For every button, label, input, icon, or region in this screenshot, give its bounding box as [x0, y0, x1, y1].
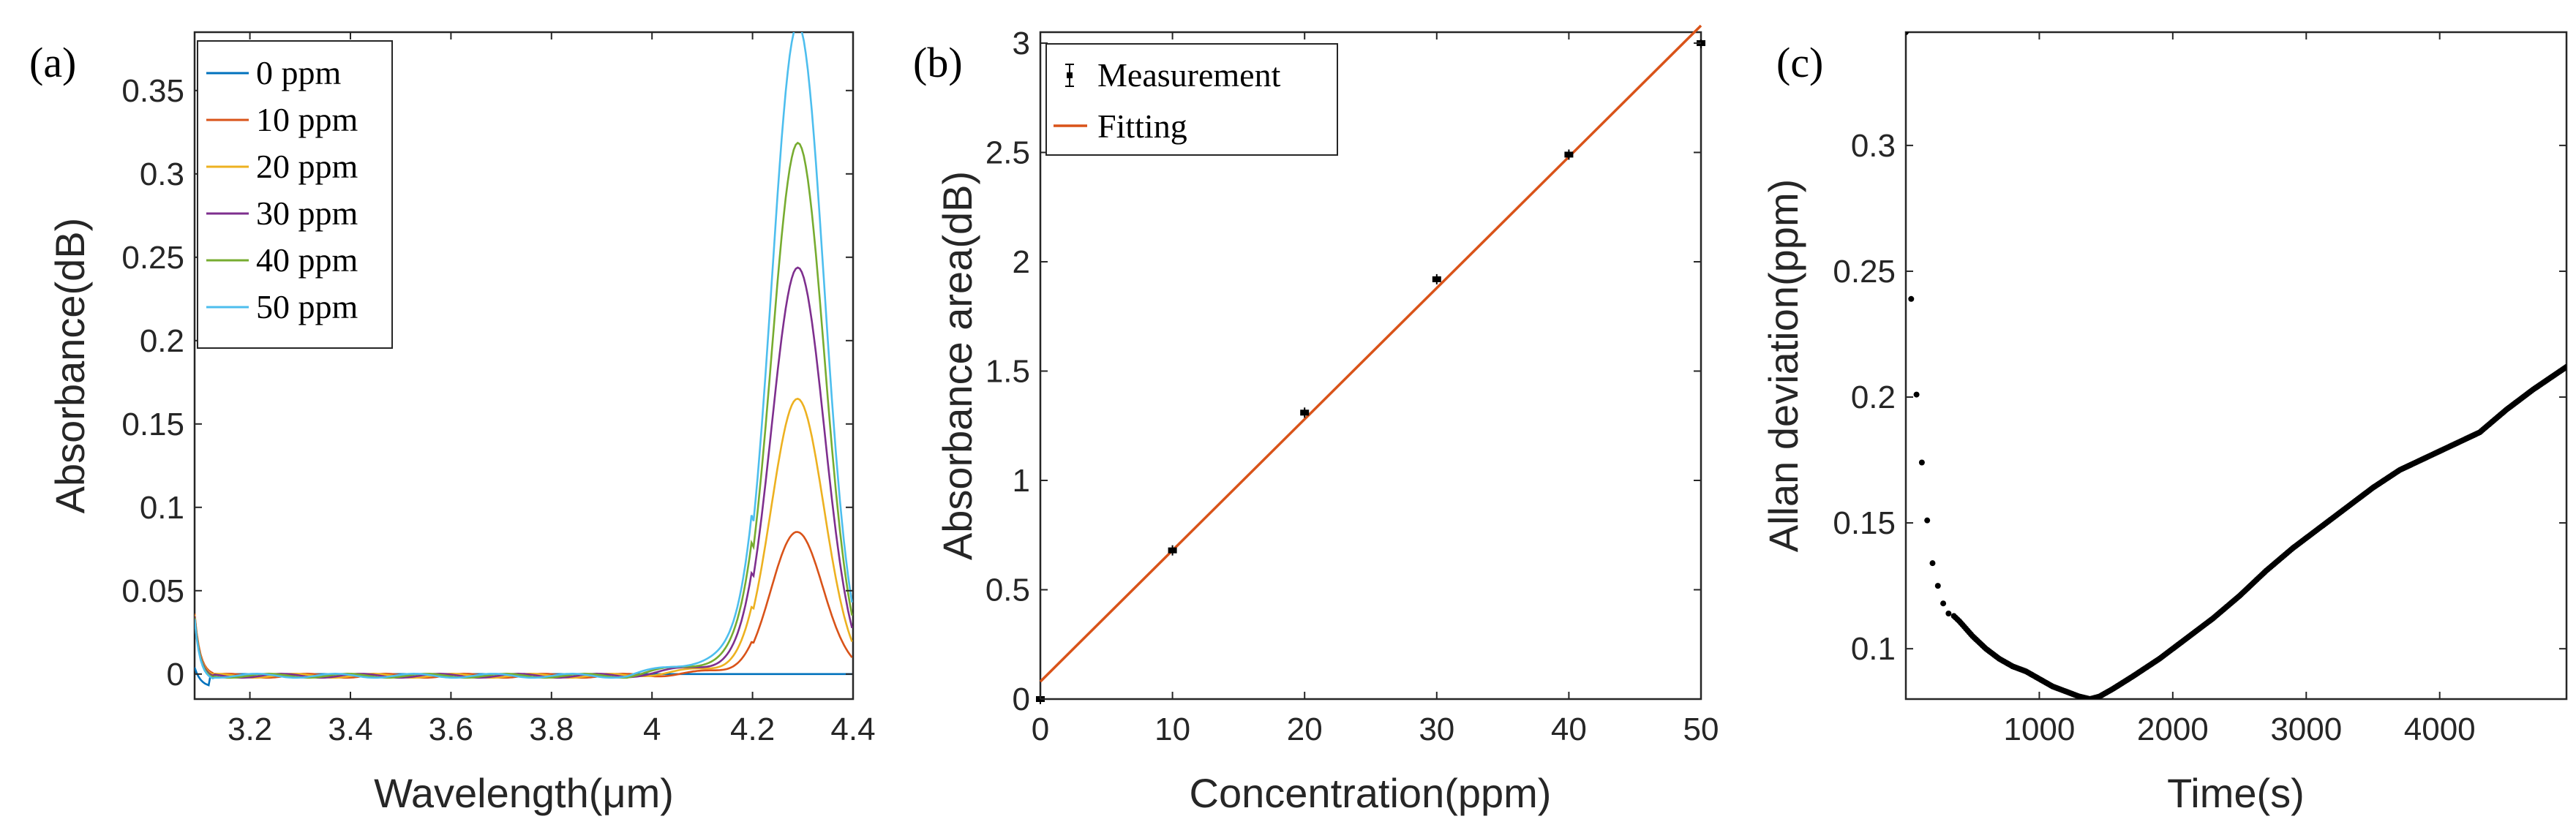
panel-b: (b) 0 10 20 30 40 50 0 0.5 1 1.5 2 2.5 3 Concentrat…: [913, 24, 1719, 816]
allan-point: [1929, 560, 1936, 567]
legend-entry: 50 ppm: [256, 288, 358, 325]
legend-entry: 10 ppm: [256, 101, 358, 138]
plot-c-xlabel: Time(s): [2167, 770, 2305, 816]
plot-a-legend: 0 ppm 10 ppm 20 ppm 30 ppm 40 ppm 50 ppm: [197, 40, 393, 349]
panel-a-label: (a): [29, 39, 76, 86]
plot-c-marks: [1906, 32, 2566, 699]
panel-a: (a) 3.2 3.4 3.6 3.8 4 4.2 4.4 00.050.10.150.20…: [29, 31, 876, 816]
x-tick-label: 3000: [2270, 711, 2342, 747]
y-tick-label: 0.2: [140, 323, 184, 359]
measurement-point: [1564, 151, 1574, 158]
allan-point: [1924, 517, 1931, 524]
legend-entry: 40 ppm: [256, 241, 358, 279]
y-tick-label: 2.5: [985, 135, 1030, 170]
x-tick-label: 50: [1683, 711, 1719, 747]
plot-b-yticks: 0 0.5 1 1.5 2 2.5 3: [985, 26, 1701, 717]
y-tick-label: 0: [167, 657, 184, 692]
y-tick-label: 0.25: [1833, 254, 1896, 290]
plot-c-ylabel: Allan deviation(ppm): [1760, 179, 1806, 552]
allan-point: [1913, 391, 1920, 398]
plot-a-xlabel: Wavelength(μm): [374, 770, 674, 816]
y-tick-label: 1.5: [985, 353, 1030, 389]
x-tick-label: 40: [1551, 711, 1587, 747]
x-tick-label: 3.8: [529, 711, 574, 747]
legend-entry: 0 ppm: [256, 54, 342, 91]
allan-point: [1945, 610, 1952, 616]
plot-b-legend-box: [1045, 43, 1338, 156]
panel-c: (c) 1000 2000 3000 4000 0.1 0.15 0.2 0.25 0.3 T…: [1760, 31, 2568, 816]
measurement-point: [1168, 547, 1177, 554]
y-tick-label: 0.5: [985, 572, 1030, 608]
x-tick-label: 20: [1287, 711, 1323, 747]
y-tick-label: 0.15: [121, 407, 184, 442]
y-tick-label: 0.35: [121, 73, 184, 109]
plot-c-yticks: 0.1 0.15 0.2 0.25 0.3: [1833, 128, 2566, 667]
plot-a-xticks: 3.2 3.4 3.6 3.8 4 4.2 4.4: [228, 32, 876, 747]
panel-b-label: (b): [913, 39, 963, 86]
series-line-50-ppm: [195, 32, 853, 679]
allan-point: [1934, 583, 1941, 589]
panel-c-label: (c): [1776, 39, 1823, 86]
x-tick-label: 1000: [2003, 711, 2075, 747]
plot-a-yticks: 0 0.05 0.1 0.15 0.2 0.25 0.3 0.35: [121, 73, 853, 692]
series-line-30-ppm: [195, 266, 853, 679]
legend-entry: Measurement: [1097, 56, 1281, 94]
y-tick-label: 0.05: [121, 573, 184, 609]
allan-point: [1918, 459, 1925, 466]
y-tick-label: 0.3: [140, 156, 184, 192]
x-tick-label: 3.4: [328, 711, 372, 747]
plot-c-xticks: 1000 2000 3000 4000: [2003, 32, 2476, 747]
plot-b-xlabel: Concentration(ppm): [1190, 770, 1552, 816]
legend-marker: [1067, 72, 1073, 78]
y-tick-label: 0.3: [1851, 128, 1896, 164]
x-tick-label: 30: [1419, 711, 1454, 747]
x-tick-label: 4000: [2404, 711, 2476, 747]
plot-b-xticks: 0 10 20 30 40 50: [1032, 32, 1719, 747]
measurement-point: [1300, 409, 1310, 416]
x-tick-label: 4: [643, 711, 661, 747]
y-tick-label: 0.15: [1833, 505, 1896, 541]
x-tick-label: 4.4: [830, 711, 875, 747]
x-tick-label: 0: [1032, 711, 1049, 747]
x-tick-label: 4.2: [730, 711, 775, 747]
x-tick-label: 3.2: [228, 711, 272, 747]
y-tick-label: 3: [1013, 26, 1030, 61]
y-tick-label: 0.2: [1851, 380, 1896, 415]
legend-entry: 30 ppm: [256, 195, 358, 232]
allan-point: [1908, 295, 1915, 302]
plot-b-ylabel: Absorbance area(dB): [934, 171, 980, 560]
y-tick-label: 0: [1013, 682, 1030, 717]
allan-point: [1940, 600, 1947, 607]
y-tick-label: 0.1: [1851, 631, 1896, 667]
plot-b-legend: Measurement Fitting: [1045, 43, 1338, 156]
y-tick-label: 0.25: [121, 240, 184, 276]
legend-entry: 20 ppm: [256, 148, 358, 185]
plot-a-curves: [195, 32, 853, 687]
x-tick-label: 3.6: [429, 711, 473, 747]
y-tick-label: 1: [1013, 463, 1030, 499]
x-tick-label: 2000: [2137, 711, 2209, 747]
allan-point: [1906, 32, 1909, 35]
y-tick-label: 0.1: [140, 490, 184, 526]
y-tick-label: 2: [1013, 244, 1030, 280]
x-tick-label: 10: [1154, 711, 1190, 747]
measurement-point: [1432, 276, 1441, 282]
plot-a-legend-box: [197, 40, 393, 349]
legend-entry: Fitting: [1097, 107, 1187, 145]
allan-point: [2561, 365, 2566, 371]
fitting-line: [1039, 24, 1702, 683]
plot-a-ylabel: Absorbance(dB): [47, 218, 93, 514]
plot-c-frame: [1904, 31, 2568, 701]
